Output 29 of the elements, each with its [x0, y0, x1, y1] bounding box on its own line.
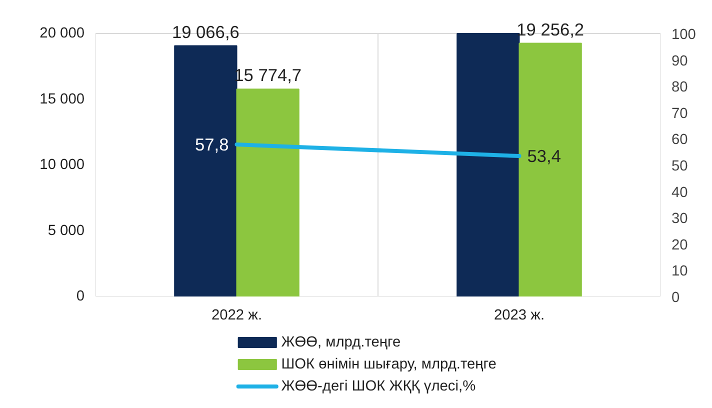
data-label: 53,4 [527, 146, 562, 166]
bar [174, 45, 238, 296]
y2-tick-label: 80 [672, 80, 688, 96]
bar [518, 42, 582, 296]
x-tick-label: 2023 ж. [494, 308, 545, 324]
legend-label: ЖӨӨ-дегі ШОК ЖҚҚ үлесі,% [281, 378, 476, 394]
y-tick-label: 5 000 [48, 222, 85, 239]
data-label: 57,8 [195, 134, 229, 154]
x-tick-label: 2022 ж. [211, 308, 262, 324]
bar [236, 88, 300, 296]
y2-tick-label: 100 [672, 27, 696, 43]
y-tick-label: 0 [76, 288, 85, 304]
y-tick-label: 10 000 [40, 157, 84, 173]
y2-tick-label: 0 [672, 290, 680, 306]
data-label: 19 256,2 [516, 19, 584, 40]
y2-tick-label: 90 [672, 53, 688, 70]
data-label: 19 066,6 [172, 22, 240, 42]
legend-label: ЖӨӨ, млрд.теңге [281, 334, 401, 350]
y2-tick-label: 40 [672, 184, 688, 201]
bar [456, 33, 520, 296]
y2-tick-label: 70 [672, 106, 688, 122]
y-tick-label: 15 000 [40, 91, 84, 108]
y-tick-label: 20 000 [40, 26, 84, 42]
y2-tick-label: 30 [672, 211, 688, 228]
y2-tick-label: 20 [672, 237, 688, 254]
y2-tick-label: 50 [672, 158, 688, 174]
y2-tick-label: 10 [672, 264, 688, 280]
y2-tick-label: 60 [672, 132, 688, 148]
legend-label: ШОК өнімін шығару, млрд.теңге [281, 356, 496, 372]
